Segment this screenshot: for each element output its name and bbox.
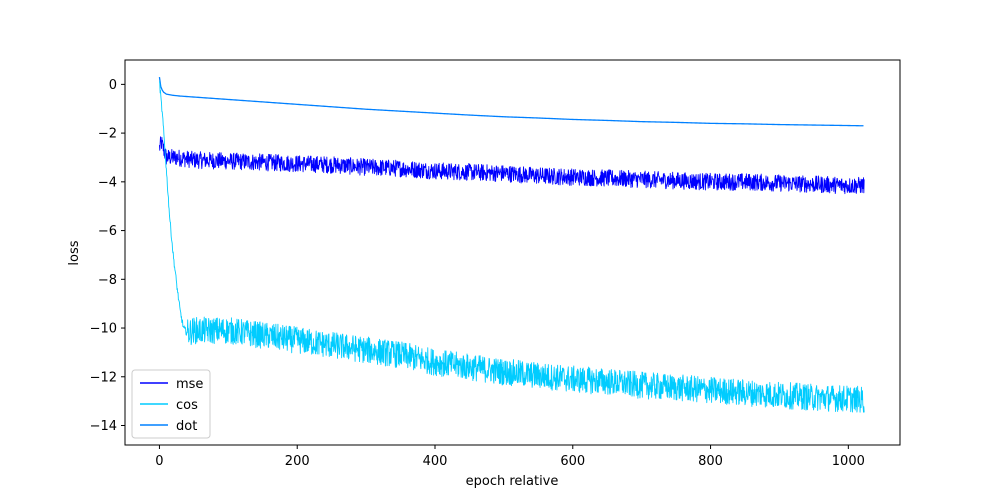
x-axis-label: epoch relative: [466, 474, 559, 489]
y-tick-label: −6: [98, 224, 117, 239]
x-tick-label: 600: [560, 454, 585, 469]
y-tick-label: −12: [90, 370, 117, 385]
legend-box: [131, 369, 211, 439]
y-tick-label: −4: [98, 175, 117, 190]
y-tick-label: −2: [98, 127, 117, 142]
series-line-cos: [158, 81, 865, 413]
y-axis-label: loss: [67, 240, 82, 265]
y-tick-label: 0: [109, 78, 117, 93]
x-tick-label: 1000: [832, 454, 865, 469]
x-axis: 0 200 400 600 800 1000: [155, 445, 865, 469]
legend-label-dot: dot: [176, 419, 197, 434]
x-tick-label: 400: [423, 454, 448, 469]
x-tick-label: 0: [155, 454, 163, 469]
y-tick-label: −8: [98, 273, 117, 288]
x-tick-label: 200: [285, 454, 310, 469]
plot-frame: [124, 59, 901, 446]
legend-label-mse: mse: [176, 377, 203, 392]
legend: mse cos dot: [131, 369, 211, 439]
legend-label-cos: cos: [176, 398, 198, 413]
y-tick-label: −14: [90, 419, 117, 434]
x-tick-label: 800: [698, 454, 723, 469]
y-axis: 0 −2 −4 −6 −8 −10 −12 −14: [90, 78, 125, 434]
series-line-mse: [158, 136, 865, 195]
series-line-dot: [158, 76, 864, 127]
series-layer: [158, 76, 865, 413]
plot-area: [124, 59, 901, 446]
y-tick-label: −10: [90, 322, 117, 337]
